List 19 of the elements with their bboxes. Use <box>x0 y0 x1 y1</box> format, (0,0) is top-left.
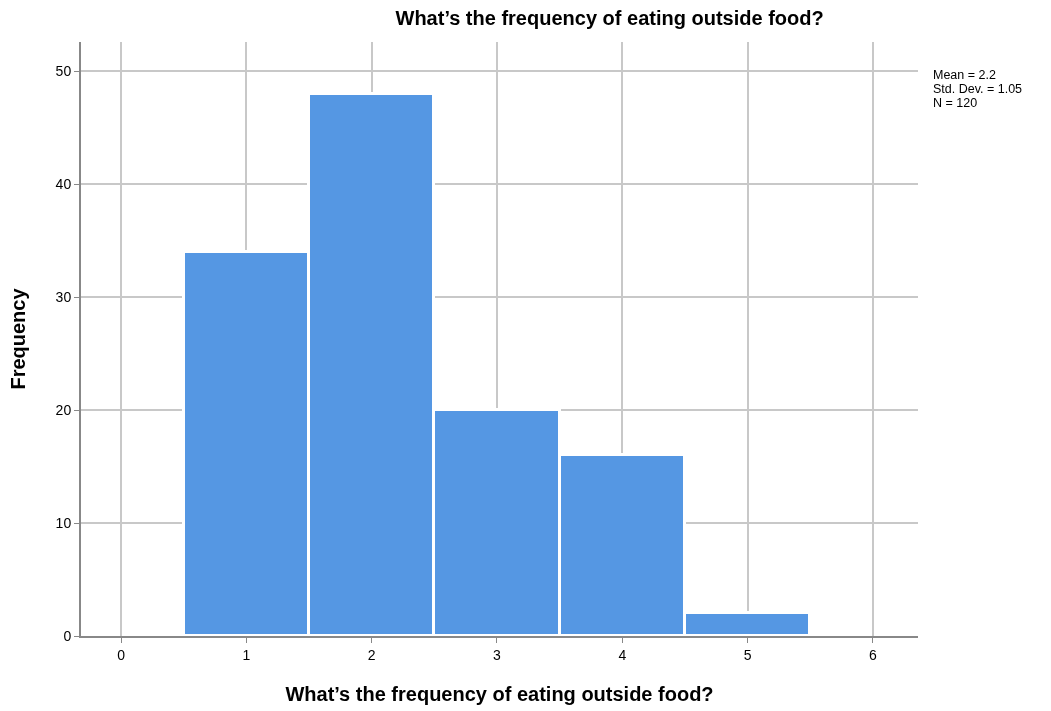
x-tick-label: 5 <box>743 646 752 663</box>
y-tick-label: 10 <box>55 514 72 531</box>
x-tick-label: 3 <box>493 646 502 663</box>
x-tick-label: 1 <box>242 646 251 663</box>
x-axis-title: What’s the frequency of eating outside food? <box>285 682 714 705</box>
x-tick-label: 4 <box>618 646 627 663</box>
x-tick-label: 6 <box>868 646 877 663</box>
y-tick-label: 30 <box>55 289 72 306</box>
y-axis-title: Frequency <box>6 287 29 390</box>
y-tick-label: 40 <box>55 176 72 193</box>
text: Mean = 2.2 <box>933 68 996 82</box>
x-tick-label: 0 <box>117 646 126 663</box>
text: N = 120 <box>933 96 978 110</box>
y-tick-label: 50 <box>55 63 72 80</box>
chart-title: What’s the frequency of eating outside food? <box>395 6 824 29</box>
y-tick-label: 0 <box>63 627 72 644</box>
text: Std. Dev. = 1.05 <box>933 82 1023 96</box>
x-tick-label: 2 <box>367 646 376 663</box>
y-tick-label: 20 <box>55 402 72 419</box>
